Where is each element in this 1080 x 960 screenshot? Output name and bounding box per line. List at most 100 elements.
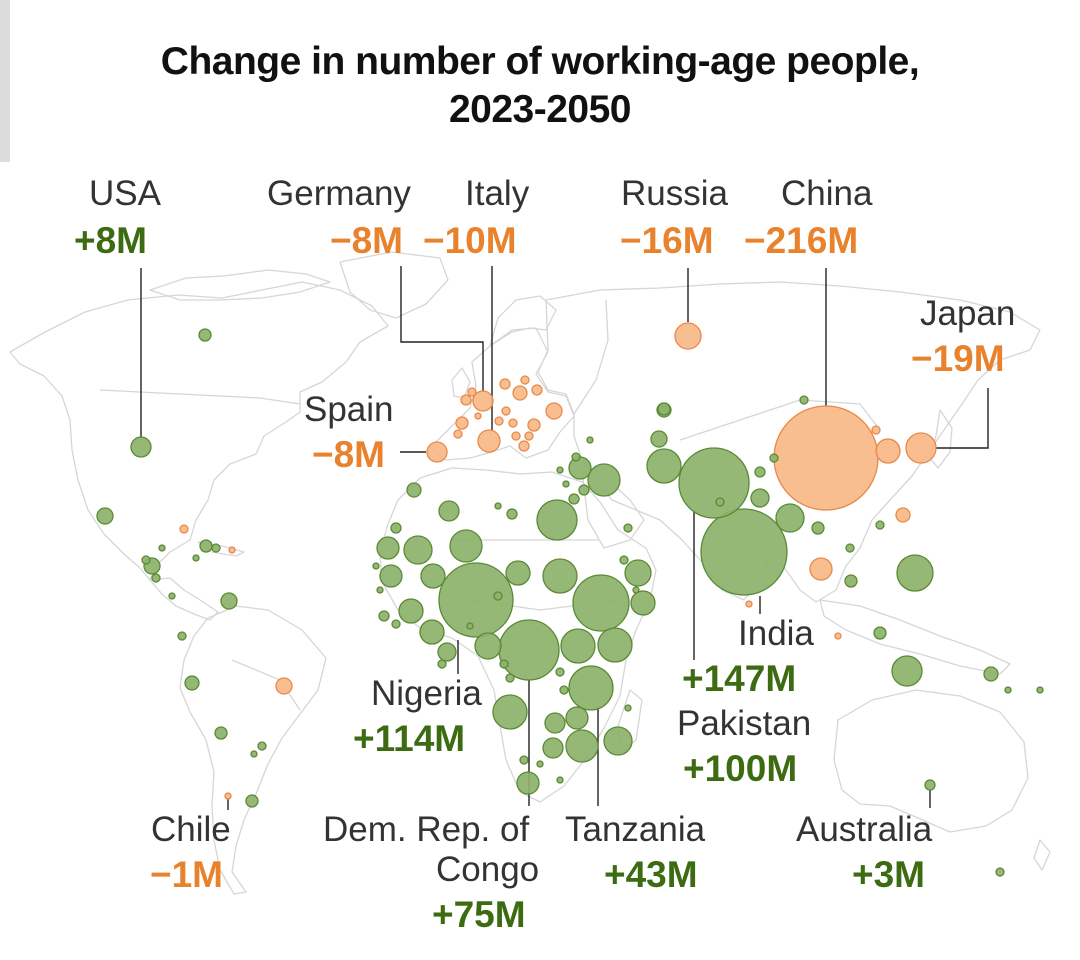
bubble-venezuela [184,675,200,691]
bubble-afghanistan [646,448,682,484]
bubble-ukraine [545,402,563,420]
bubble-paraguay [250,750,258,758]
bubble-ethiopia [572,574,630,632]
label-japan-value: −19M [911,338,1005,379]
leader-japan [936,388,989,449]
label-pakistan-name: Pakistan [677,704,812,743]
bubble-malawi [565,706,589,730]
bubble-north-korea [871,425,881,435]
bubble-romania [527,418,541,432]
bubble-kazakhstan [657,402,671,416]
left-edge-strip [0,0,10,162]
bubble-madagascar [603,726,633,756]
bubble-cuba [179,524,189,534]
bubble-morocco [406,482,422,498]
outline-border-us-canada [99,389,301,405]
outline-canada-arctic [149,269,331,301]
bubble-france [455,416,469,430]
outline-greenland [339,251,449,319]
bubble-uganda [560,628,596,664]
bubble-india [700,508,788,596]
bubble-peru [214,726,228,740]
bubble-angola [492,694,528,730]
bubble-new-zealand [995,867,1005,877]
bubble-mauritania [390,522,402,534]
map-title: Change in number of working-age people, … [0,38,1080,134]
label-spain-value: −8M [312,434,386,475]
bubble-portugal [453,429,463,439]
bubble-namibia [519,755,529,765]
bubble-fiji [1036,686,1044,694]
outline-se-asia-islands [819,599,1011,675]
label-tanzania-value: +43M [604,854,698,895]
bubble-greece [518,440,530,452]
bubble-japan [905,432,937,464]
bubble-jamaica [192,554,200,562]
bubble-zambia [544,712,566,734]
bubble-jordan [568,493,580,505]
bubble-brazil [275,677,293,695]
bubble-puerto-rico [228,546,236,554]
bubble-poland [512,385,528,401]
bubble-thailand [809,557,833,581]
bubble-gambia [372,562,380,570]
bubble-czechia [501,406,511,416]
label-italy-name: Italy [465,174,530,213]
bubble-lithuania [520,375,530,385]
bubble-ivory-coast [398,598,424,624]
bubble-mozambique [565,729,599,763]
bubble-somalia [624,559,652,587]
label-nigeria-name: Nigeria [371,674,482,713]
bubble-belize [158,544,166,552]
bubble-honduras [151,573,161,583]
bubble-liberia [391,619,401,629]
label-usa-name: USA [89,174,161,213]
title-line-2: 2023-2050 [448,88,632,131]
bubble-niger [449,529,483,563]
bubble-sweden [499,378,511,390]
bubble-tunisia [494,502,502,510]
bubble-tanzania [568,665,614,711]
label-chile-name: Chile [151,810,231,849]
bubble-spain [426,441,448,463]
outline-central-america [149,577,219,621]
bubble-italy [477,429,501,453]
outline-new-zealand [1033,839,1051,871]
outline-border-europe-asia [573,299,609,415]
bubble-hong-kong [834,632,842,640]
bubble-mali [403,535,433,565]
bubble-png [983,666,999,682]
bubble-ecuador [177,631,187,641]
bubble-rwanda [555,667,565,677]
label-drc-name-line1: Dem. Rep. of [323,810,530,849]
bubble-kyrgyzstan [769,453,779,463]
bubble-guinea-bissau [376,586,384,594]
bubble-belarus [531,384,543,396]
bubble-timor [924,779,936,791]
bubble-taiwan [895,507,911,523]
bubble-hungary [508,418,518,428]
label-chile-value: −1M [150,854,224,895]
bubble-burundi [559,685,569,695]
bubble-djibouti [632,586,640,594]
bubble-austria [494,416,504,426]
bubble-nicaragua [168,592,176,600]
bubble-usa [130,436,152,458]
bubble-turkey [571,452,581,462]
bubble-egypt [536,499,578,541]
bubble-drc [498,619,560,681]
bubble-oman [623,523,633,533]
outline-british-isles [451,367,471,399]
outline-scandinavia [489,295,557,347]
bubble-bangladesh [775,503,805,533]
bubble-algeria [438,500,460,522]
bubble-cameroon [474,632,502,660]
bubble-guinea [379,564,403,588]
bubble-zimbabwe [542,737,564,759]
bubble-switzerland [474,412,482,420]
leader-lines [140,266,989,810]
bubble-iraq [587,463,621,497]
bubble-tajikistan [754,466,766,478]
bubble-ghana [419,619,445,645]
